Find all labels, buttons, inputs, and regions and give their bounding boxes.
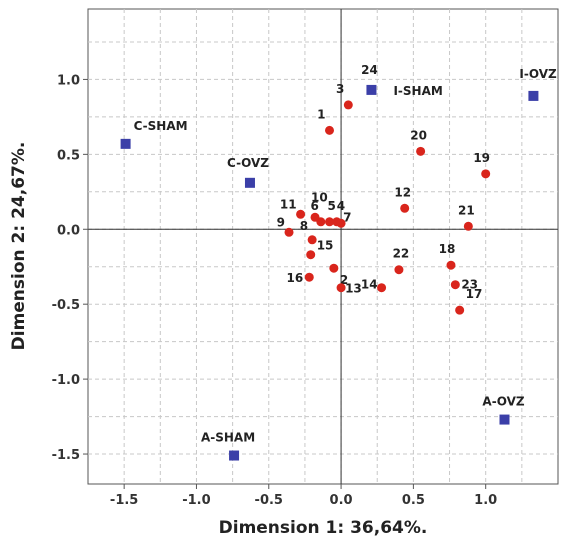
group-marker — [528, 90, 539, 101]
data-point-label: 18 — [439, 242, 456, 256]
x-tick-label: 1.0 — [474, 493, 497, 508]
zero-axes — [88, 9, 558, 484]
group-marker-label: C-SHAM — [134, 119, 188, 133]
x-tick-label: -0.5 — [255, 493, 283, 508]
data-point — [416, 146, 426, 156]
data-point — [306, 250, 316, 260]
data-point — [343, 100, 353, 110]
data-point-label: 14 — [361, 278, 378, 292]
plot-frame — [87, 8, 559, 485]
data-point-label: 19 — [473, 151, 490, 165]
data-point — [325, 125, 335, 135]
data-point — [377, 283, 387, 293]
data-point — [307, 235, 317, 245]
group-marker-label: C-OVZ — [227, 156, 269, 170]
data-point — [455, 305, 465, 315]
data-point — [310, 212, 320, 222]
data-point — [450, 280, 460, 290]
y-tick-label: 0.5 — [57, 148, 80, 163]
y-tick-label: 0.0 — [57, 223, 80, 238]
tick-labels: -1.5 -1.0 -0.5 0.0 0.5 1.0 -1.5 -1.0 -0.5 0.0 0.5 1… — [52, 73, 498, 508]
data-point-label: 12 — [394, 185, 411, 199]
data-point-label: 23 — [461, 278, 478, 292]
y-tick-label: -1.0 — [52, 373, 80, 388]
data-point — [325, 217, 335, 227]
data-point-label: 4 — [337, 199, 345, 213]
group-marker-label: 24 — [361, 63, 378, 77]
group-marker-label: A-OVZ — [482, 395, 524, 409]
data-point-label: 3 — [336, 82, 344, 96]
data-point — [336, 283, 346, 293]
data-point-label: 2 — [340, 273, 348, 287]
data-point — [329, 263, 339, 273]
data-point-label: 22 — [393, 247, 410, 261]
data-point-label: 13 — [345, 282, 362, 296]
y-tick-label: 1.0 — [57, 73, 80, 88]
data-point-label: 11 — [280, 197, 297, 211]
group-marker-label: I-SHAM — [393, 84, 442, 98]
data-point-label: 21 — [458, 203, 475, 217]
data-point-label: 16 — [287, 271, 304, 285]
x-tick-label: -1.5 — [110, 493, 138, 508]
data-point — [481, 169, 491, 179]
data-point-label: 7 — [343, 210, 351, 224]
data-point — [394, 265, 404, 275]
data-point — [284, 227, 294, 237]
x-tick-label: -1.0 — [182, 493, 210, 508]
group-marker — [120, 138, 131, 149]
data-point — [446, 260, 456, 270]
data-point-label: 20 — [410, 128, 427, 142]
group-marker-label: I-OVZ — [519, 67, 557, 81]
data-point-label: 15 — [317, 239, 334, 253]
group-marker — [244, 177, 255, 188]
data-point-label: 1 — [317, 107, 325, 121]
x-tick-label: 0.0 — [330, 493, 353, 508]
y-tick-label: -0.5 — [52, 298, 80, 313]
data-point-label: 8 — [300, 219, 308, 233]
x-tick-label: 0.5 — [402, 493, 425, 508]
x-axis-label: Dimension 1: 36,64%. — [219, 518, 428, 538]
data-point — [336, 218, 346, 228]
data-point-label: 17 — [466, 287, 483, 301]
group-marker — [229, 450, 240, 461]
data-point-label: 5 — [328, 199, 336, 213]
group-marker — [499, 414, 510, 425]
data-point — [400, 203, 410, 213]
group-marker — [366, 84, 377, 95]
data-point-label: 6 — [310, 199, 318, 213]
y-axis-label: Dimension 2: 24,67%. — [9, 142, 29, 351]
data-point-label: 9 — [277, 215, 285, 229]
data-point-label: 10 — [311, 190, 328, 204]
data-point — [304, 272, 314, 282]
group-marker-label: A-SHAM — [201, 431, 255, 445]
data-point — [296, 209, 306, 219]
y-tick-label: -1.5 — [52, 448, 80, 463]
data-point — [463, 221, 473, 231]
